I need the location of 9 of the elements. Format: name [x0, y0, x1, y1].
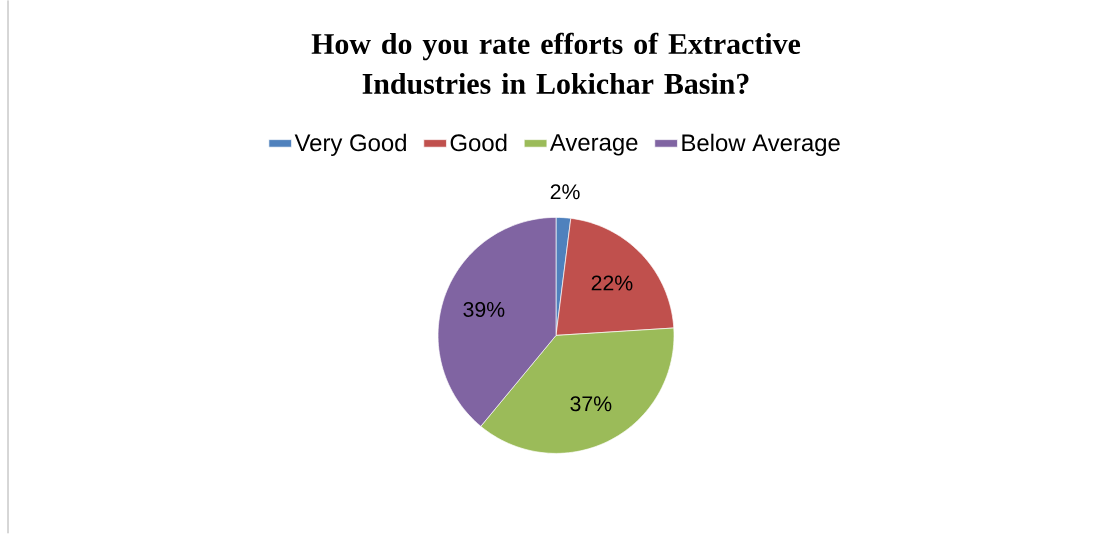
legend-label: Very Good	[294, 133, 406, 157]
legend-label: Average	[549, 134, 638, 156]
legend-label: Good	[450, 133, 507, 152]
data-label: 22%	[591, 275, 633, 291]
data-label: 37%	[570, 396, 612, 412]
data-label: 2%	[550, 184, 580, 200]
data-label: 39%	[463, 301, 505, 318]
chart-title: How do you rate efforts of Extractive Industries in Lokichar Basin?	[311, 32, 801, 95]
legend-label: Below Average	[682, 133, 840, 157]
